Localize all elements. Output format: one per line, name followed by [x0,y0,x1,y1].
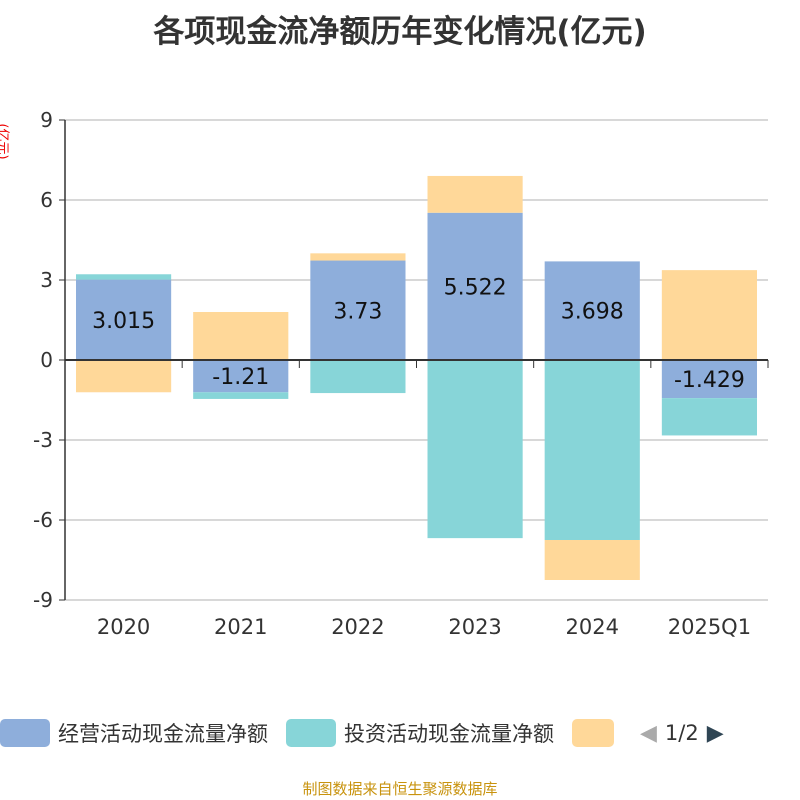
data-label: 5.522 [444,275,507,300]
bar-1 [661,398,757,436]
legend-prev-icon[interactable]: ◀ [640,720,657,746]
bar-2 [310,253,406,261]
data-label: -1.21 [212,365,269,390]
x-tick-label: 2021 [214,615,267,639]
bar-0 [310,260,406,360]
y-tick-label: 0 [40,348,53,372]
bar-0 [193,360,289,393]
bar-0 [661,360,757,399]
data-label: 3.698 [561,300,624,325]
x-tick-label: 2023 [448,615,501,639]
source-note: 制图数据来自恒生聚源数据库 [302,780,498,798]
chart-plot: 9 6 3 0 -3 -6 -9 3.015 2020 -1.21 2021 3.73 2022 5.52… [33,108,769,639]
data-label: 3.015 [92,309,155,334]
legend-item-investing[interactable]: 投资活动现金流量净额 [286,718,554,748]
x-tick-label: 2024 [566,615,619,639]
legend: 经营活动现金流量净额 投资活动现金流量净额 ◀ 1/2 ▶ [0,718,724,748]
y-tick-label: -3 [33,428,53,452]
data-label: -1.429 [674,368,745,393]
legend-swatch [286,719,336,747]
chart-title: 各项现金流净额历年变化情况(亿元) [153,14,647,50]
legend-swatch [572,719,614,747]
bar-2 [193,312,289,360]
bar-0 [544,261,640,360]
bar-1 [544,360,640,540]
bar-2 [427,175,523,213]
bar-2 [544,540,640,580]
bar-0 [427,212,523,360]
legend-label: 投资活动现金流量净额 [344,722,554,746]
legend-next-icon[interactable]: ▶ [706,720,724,746]
bar-2 [661,270,757,360]
bar-1 [427,360,523,539]
legend-page: 1/2 [664,721,699,745]
legend-label: 经营活动现金流量净额 [58,722,268,746]
bar-0 [76,279,172,360]
legend-item-operating[interactable]: 经营活动现金流量净额 [0,718,268,748]
legend-swatch [0,719,50,747]
data-label: 3.73 [333,299,382,324]
y-tick-label: 6 [40,188,53,212]
bar-1 [310,360,406,394]
bar-2 [76,360,172,393]
y-tick-label: 9 [40,108,53,132]
x-tick-label: 2020 [97,615,150,639]
x-tick-label: 2022 [331,615,384,639]
y-tick-label: -6 [33,508,53,532]
bar-1 [76,274,172,280]
x-tick-label: 2025Q1 [668,615,751,639]
legend-item-financing[interactable] [572,719,622,747]
y-tick-label: -9 [33,588,53,612]
y-tick-label: 3 [40,268,53,292]
bar-1 [193,392,289,399]
